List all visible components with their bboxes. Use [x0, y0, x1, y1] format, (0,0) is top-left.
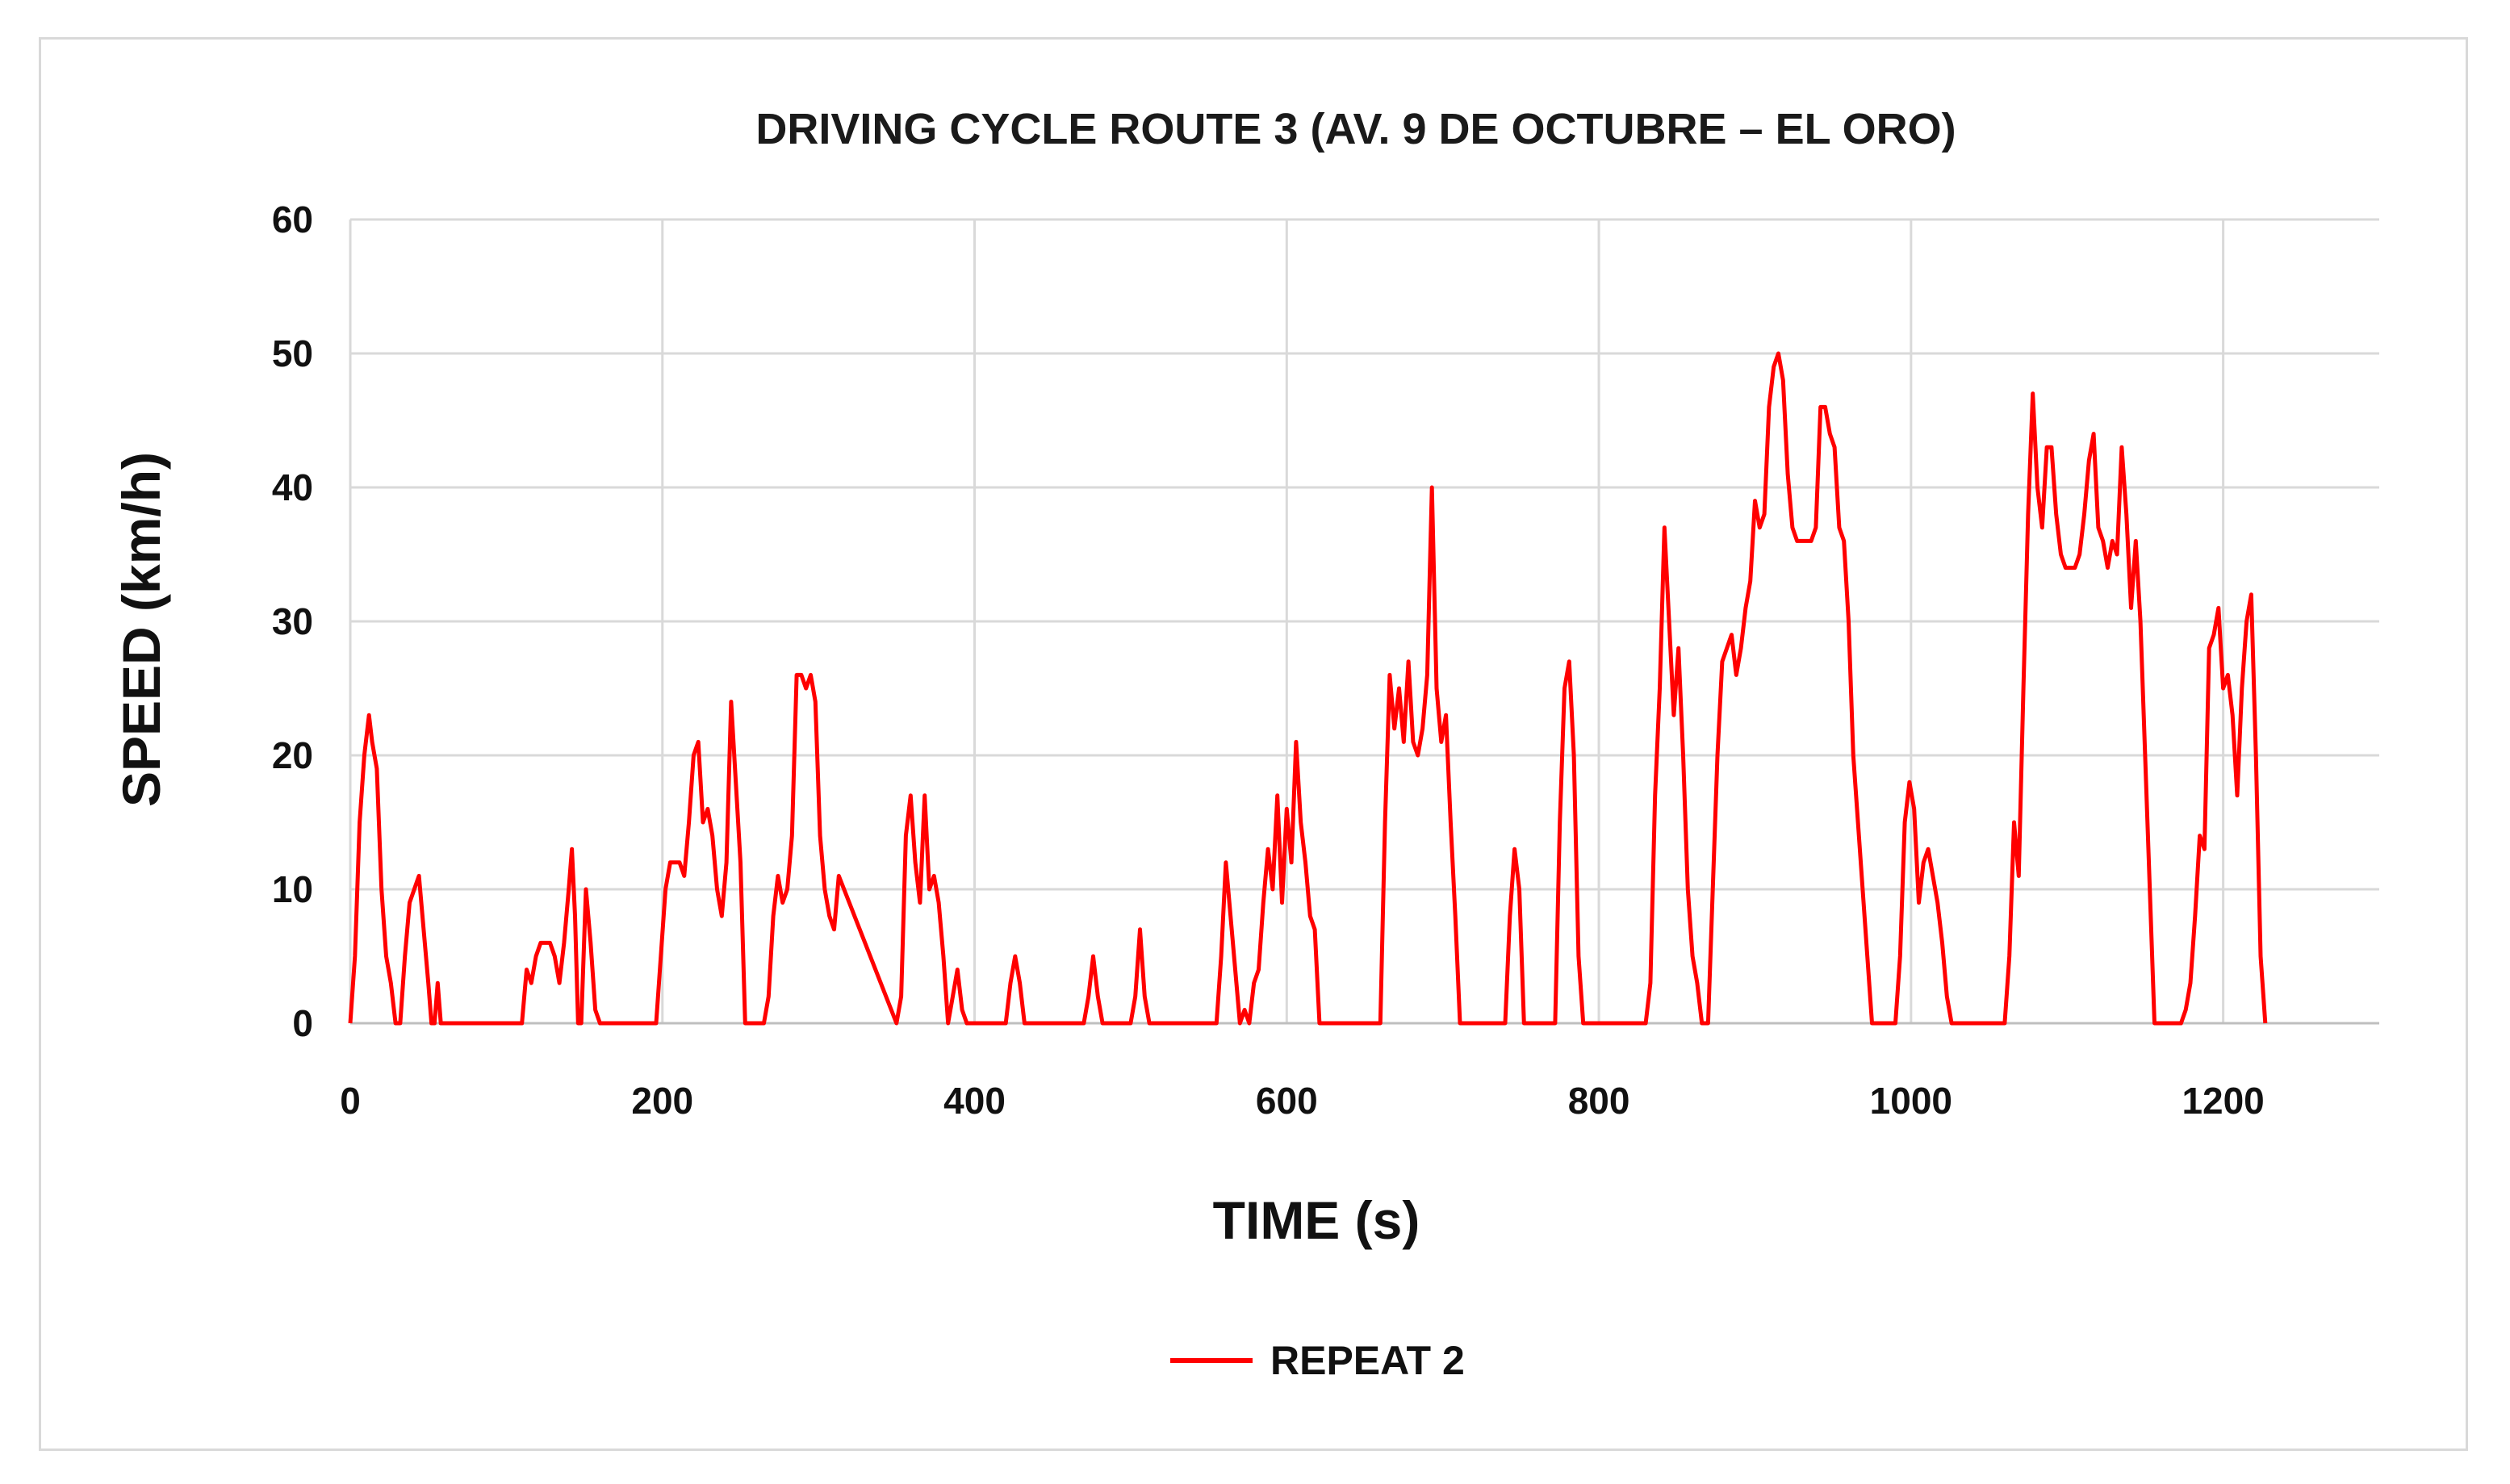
legend: REPEAT 2	[1170, 1338, 1465, 1383]
y-tick-label-50: 50	[272, 332, 313, 374]
x-axis-ticks: 0 200 400 600 800 1000 1200	[340, 1080, 2265, 1122]
x-tick-label-0: 0	[340, 1080, 361, 1122]
chart-frame	[39, 37, 2468, 1451]
y-tick-label-30: 30	[272, 600, 313, 642]
x-tick-label-1200: 1200	[2182, 1080, 2264, 1122]
legend-label: REPEAT 2	[1270, 1338, 1465, 1383]
x-tick-label-200: 200	[631, 1080, 693, 1122]
y-tick-label-40: 40	[272, 466, 313, 508]
x-tick-label-600: 600	[1256, 1080, 1318, 1122]
y-tick-label-20: 20	[272, 734, 313, 776]
x-tick-label-800: 800	[1568, 1080, 1630, 1122]
x-tick-label-400: 400	[943, 1080, 1006, 1122]
y-axis-ticks: 0 10 20 30 40 50 60	[272, 199, 313, 1044]
x-axis-label: TIME (s)	[1213, 1190, 1420, 1250]
x-tick-label-1000: 1000	[1870, 1080, 1952, 1122]
grid-lines	[349, 218, 2379, 1023]
series-line-repeat-2	[348, 351, 2268, 1026]
y-tick-label-0: 0	[292, 1002, 313, 1044]
y-axis-label: SPEED (km/h)	[111, 452, 171, 807]
y-tick-label-60: 60	[272, 199, 313, 240]
chart-title: DRIVING CYCLE ROUTE 3 (AV. 9 DE OCTUBRE …	[755, 105, 1956, 153]
y-tick-label-10: 10	[272, 868, 313, 910]
